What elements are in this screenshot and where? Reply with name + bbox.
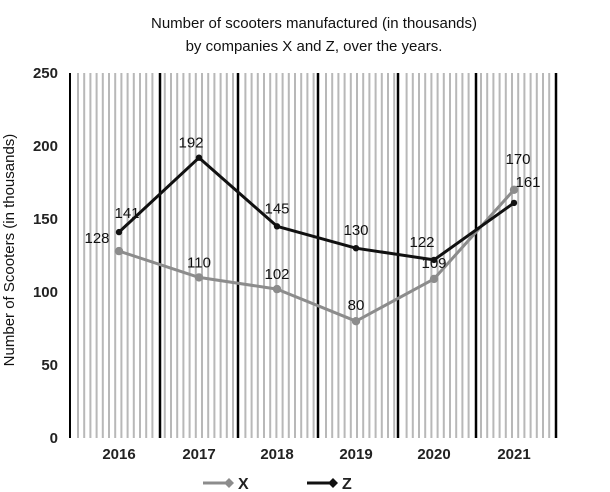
data-label-x: 109 xyxy=(421,255,446,272)
data-point-x xyxy=(194,273,204,282)
chart-title: Number of scooters manufactured (in thou… xyxy=(151,15,477,32)
data-label-x: 170 xyxy=(505,151,530,168)
data-label-x: 110 xyxy=(187,254,211,271)
series-line-x xyxy=(118,188,516,323)
data-label-z: 145 xyxy=(264,200,289,217)
data-point-z xyxy=(430,256,438,264)
data-label-z: 141 xyxy=(114,205,139,222)
chart-subtitle: by companies X and Z, over the years. xyxy=(186,38,443,55)
data-label-x: 102 xyxy=(264,266,289,283)
series-line-z xyxy=(117,156,515,262)
x-tick-label: 2020 xyxy=(417,446,450,463)
data-label-x: 80 xyxy=(348,297,365,314)
x-tick-label: 2017 xyxy=(182,446,215,463)
y-tick-label: 150 xyxy=(33,211,58,228)
data-label-z: 192 xyxy=(178,135,203,152)
data-point-z xyxy=(195,154,203,161)
x-axis-ticks: 2016 2017 2018 2019 2020 2021 xyxy=(102,446,530,463)
data-point-x xyxy=(351,317,361,326)
data-point-z xyxy=(510,199,518,207)
series-lines xyxy=(114,154,519,326)
data-label-z: 161 xyxy=(515,174,540,191)
data-label-x: 128 xyxy=(84,230,109,247)
y-axis-title: Number of Scooters (in thousands) xyxy=(1,134,18,367)
y-tick-label: 100 xyxy=(33,284,58,301)
data-label-z: 130 xyxy=(343,222,368,239)
data-labels: 128 110 102 80 109 170 141 192 145 130 122 161 xyxy=(84,135,540,315)
legend-marker-x xyxy=(224,478,234,488)
y-tick-label: 250 xyxy=(33,65,58,82)
data-point-z xyxy=(115,228,123,236)
x-tick-label: 2019 xyxy=(339,446,372,463)
x-tick-label: 2016 xyxy=(102,446,135,463)
data-label-z: 122 xyxy=(409,234,434,251)
data-point-z xyxy=(273,223,281,230)
data-point-z xyxy=(352,245,360,252)
x-tick-label: 2021 xyxy=(497,446,530,463)
grid-stripes xyxy=(77,73,558,438)
x-tick-label: 2018 xyxy=(260,446,293,463)
y-axis-ticks: 0 50 100 150 200 250 xyxy=(33,65,58,447)
legend-label-x: X xyxy=(238,476,249,492)
y-tick-label: 0 xyxy=(50,430,58,447)
y-tick-label: 200 xyxy=(33,138,58,155)
data-point-x xyxy=(429,274,439,284)
data-point-x xyxy=(114,246,124,256)
y-tick-label: 50 xyxy=(41,357,58,374)
data-point-x xyxy=(509,185,519,194)
data-point-x xyxy=(272,284,282,294)
legend-label-z: Z xyxy=(342,476,352,492)
legend-marker-z xyxy=(328,478,338,488)
